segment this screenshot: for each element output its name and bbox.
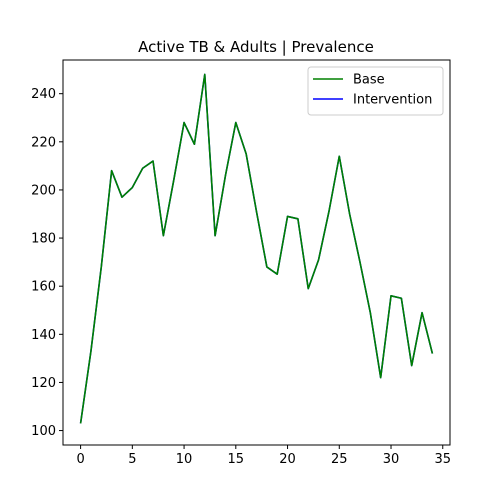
x-tick-label: 10 (176, 452, 193, 467)
legend: Base Intervention (307, 66, 444, 116)
y-tick-label: 200 (31, 183, 56, 198)
x-tick-label: 30 (383, 452, 400, 467)
y-tick-label: 240 (31, 87, 56, 102)
series-layer (79, 73, 434, 424)
y-axis: 100 120 140 160 180 200 220 240 (31, 87, 63, 439)
plot-area (62, 59, 451, 446)
y-tick-label: 100 (31, 424, 56, 439)
y-tick-label: 220 (31, 135, 56, 150)
x-tick-label: 0 (76, 452, 84, 467)
x-tick-label: 20 (279, 452, 296, 467)
series-line-base (79, 73, 434, 424)
y-tick-label: 140 (31, 328, 56, 343)
legend-label-intervention: Intervention (353, 93, 432, 108)
chart-title: Active TB & Adults | Prevalence (138, 38, 374, 56)
x-tick-label: 5 (128, 452, 136, 467)
x-tick-label: 35 (434, 452, 451, 467)
plot-frame (62, 59, 451, 446)
legend-label-base: Base (353, 73, 385, 88)
x-tick-label: 15 (228, 452, 245, 467)
y-tick-label: 160 (31, 280, 56, 295)
x-tick-label: 25 (331, 452, 348, 467)
x-axis: 0 5 10 15 20 25 30 35 (76, 445, 451, 467)
y-tick-label: 180 (31, 232, 56, 247)
y-tick-label: 120 (31, 376, 56, 391)
